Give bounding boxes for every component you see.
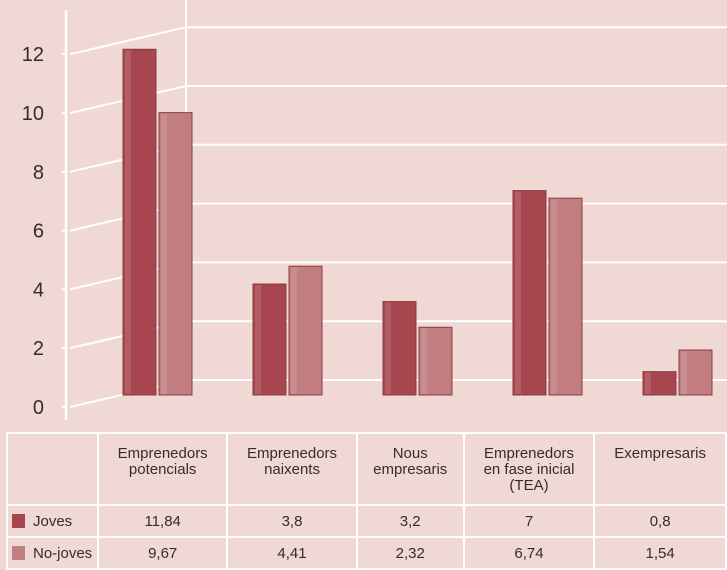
bar-highlight bbox=[515, 191, 521, 394]
gridline bbox=[69, 26, 727, 56]
data-cell: 4,41 bbox=[226, 536, 358, 570]
legend-swatch bbox=[12, 545, 25, 560]
data-cell: 3,8 bbox=[226, 504, 358, 538]
data-cell: 6,74 bbox=[462, 536, 596, 570]
bar-joves bbox=[642, 371, 677, 396]
data-cell: 3,2 bbox=[355, 504, 465, 538]
bar-highlight bbox=[421, 328, 427, 394]
bar-highlight bbox=[681, 351, 687, 394]
data-cell: 11,84 bbox=[96, 504, 229, 538]
bar-joves bbox=[382, 301, 417, 396]
y-tick-label: 6 bbox=[33, 221, 44, 243]
category-header: Emprenedors potencials bbox=[96, 432, 229, 506]
y-tick-label: 2 bbox=[33, 338, 44, 360]
legend-label: No-joves bbox=[33, 544, 93, 562]
category-label-line: en fase inicial bbox=[483, 461, 575, 478]
legend-cell: No-joves bbox=[6, 536, 99, 570]
bar-no-joves bbox=[418, 326, 453, 396]
bar-no-joves bbox=[548, 197, 583, 396]
gridline bbox=[69, 85, 727, 114]
table-row: No-joves 9,67 4,41 2,32 6,74 1,54 bbox=[6, 536, 727, 570]
category-label-line: Nous bbox=[392, 445, 428, 462]
bar-no-joves bbox=[678, 349, 713, 396]
bar-highlight bbox=[125, 50, 131, 394]
category-label-line: Exempresaris bbox=[614, 445, 706, 462]
y-axis: 0 2 4 6 8 10 12 bbox=[22, 10, 68, 420]
data-cell: 1,54 bbox=[593, 536, 727, 570]
y-tick-label: 12 bbox=[22, 44, 44, 66]
data-table: Emprenedors potencials Emprenedors naixents… bbox=[6, 432, 727, 570]
data-cell: 0,8 bbox=[593, 504, 727, 538]
bar-joves bbox=[122, 48, 157, 396]
bar-highlight bbox=[255, 285, 261, 394]
y-tick-label: 4 bbox=[33, 279, 44, 301]
bars bbox=[122, 48, 713, 396]
bar-no-joves bbox=[288, 265, 323, 396]
table-corner-cell bbox=[6, 432, 99, 506]
legend-label: Joves bbox=[33, 512, 73, 530]
bar-no-joves bbox=[158, 112, 193, 396]
category-label-line: empresaris bbox=[373, 461, 448, 478]
category-header: Exempresaris bbox=[593, 432, 727, 506]
bar-joves bbox=[252, 283, 287, 396]
data-cell: 9,67 bbox=[96, 536, 229, 570]
category-header: Emprenedors en fase inicial (TEA) bbox=[462, 432, 596, 506]
bar-highlight bbox=[645, 372, 651, 394]
y-tick-label: 0 bbox=[33, 397, 44, 419]
category-label-line: Emprenedors bbox=[246, 445, 338, 462]
data-cell: 7 bbox=[462, 504, 596, 538]
category-label-line: potencials bbox=[128, 461, 197, 478]
category-header: Emprenedors naixents bbox=[226, 432, 358, 506]
category-header: Nous empresaris bbox=[355, 432, 465, 506]
y-tick-label: 10 bbox=[22, 103, 44, 125]
category-label-line: Emprenedors bbox=[483, 445, 575, 462]
category-label-line: Emprenedors bbox=[117, 445, 208, 462]
table-row: Joves 11,84 3,8 3,2 7 0,8 bbox=[6, 504, 727, 538]
bar-highlight bbox=[385, 302, 391, 394]
data-cell: 2,32 bbox=[355, 536, 465, 570]
bar-joves bbox=[512, 190, 547, 396]
y-tick-label: 8 bbox=[33, 162, 44, 184]
category-label-line: (TEA) bbox=[509, 477, 549, 494]
bar-chart: 0 2 4 6 8 10 12 bbox=[22, 0, 727, 420]
bar-highlight bbox=[161, 113, 167, 395]
legend-cell: Joves bbox=[6, 504, 99, 538]
legend-swatch bbox=[12, 513, 25, 528]
bar-highlight bbox=[551, 199, 557, 394]
bar-highlight bbox=[291, 267, 297, 394]
table-header-row: Emprenedors potencials Emprenedors naixents… bbox=[6, 432, 727, 506]
category-label-line: naixents bbox=[264, 461, 320, 478]
